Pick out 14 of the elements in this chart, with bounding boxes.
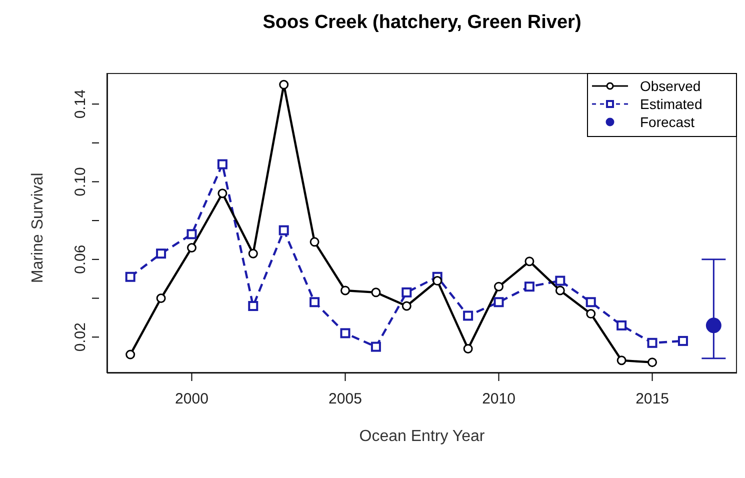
y-tick-label: 0.06: [72, 244, 89, 274]
x-tick-label: 2010: [482, 390, 516, 408]
x-axis-title: Ocean Entry Year: [359, 428, 486, 445]
legend-label: Estimated: [640, 96, 702, 112]
y-tick-label: 0.02: [72, 322, 89, 352]
x-tick-label: 2015: [636, 390, 669, 408]
chart-title: Soos Creek (hatchery, Green River): [262, 12, 582, 34]
legend-label: Forecast: [640, 114, 694, 130]
x-tick-label: 2000: [175, 390, 208, 408]
y-tick-label: 0.14: [72, 89, 89, 119]
legend-label: Observed: [640, 78, 701, 94]
y-axis-title: Marine Survival: [30, 172, 47, 283]
y-tick-label: 0.10: [72, 167, 89, 196]
x-tick-label: 2005: [328, 390, 362, 408]
